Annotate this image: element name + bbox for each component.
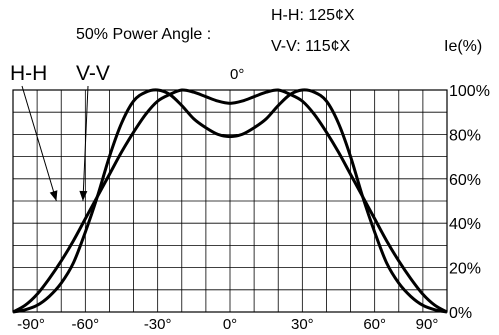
x-tick-label: -60° bbox=[71, 316, 99, 333]
x-tick-label: 30° bbox=[291, 316, 314, 333]
y-tick-label: 60% bbox=[449, 172, 481, 189]
y-tick-label: 40% bbox=[449, 216, 481, 233]
series-arrowhead-h-h bbox=[49, 190, 58, 201]
x-tick-label: 90° bbox=[416, 316, 439, 333]
series-arrowhead-v-v bbox=[79, 190, 88, 201]
series-label-v-v: V-V bbox=[76, 62, 110, 85]
x-tick-label: 0° bbox=[223, 316, 237, 333]
x-tick-label: 60° bbox=[363, 316, 386, 333]
x-tick-label: -90° bbox=[17, 316, 45, 333]
annotation-hh-angle: H-H: 125¢X bbox=[271, 7, 355, 24]
chart-title: 50% Power Angle : bbox=[76, 26, 211, 43]
annotation-vv-angle: V-V: 115¢X bbox=[271, 38, 350, 55]
grid-lines bbox=[13, 90, 447, 312]
series-leader-h-h bbox=[21, 85, 57, 202]
series-line-h-h bbox=[12, 88, 448, 314]
y-axis-label: Ie(%) bbox=[444, 38, 482, 55]
x-tick-labels: -90° -60° -30° 0° 30° 60° 90° bbox=[17, 316, 438, 333]
series-leader-v-v bbox=[82, 85, 89, 202]
series-line-v-v bbox=[12, 88, 448, 314]
y-tick-label: 80% bbox=[449, 127, 481, 144]
top-angle-label: 0° bbox=[230, 66, 244, 83]
y-tick-label: 100% bbox=[449, 83, 490, 100]
y-tick-label: 0% bbox=[449, 305, 472, 322]
plot-frame bbox=[12, 89, 448, 313]
series-layer bbox=[12, 88, 448, 314]
annotation-layer: H-H V-V bbox=[10, 62, 110, 202]
y-tick-labels: 0% 20% 40% 60% 80% 100% bbox=[449, 83, 490, 322]
series-label-h-h: H-H bbox=[10, 62, 47, 85]
x-tick-label: -30° bbox=[144, 316, 172, 333]
y-tick-label: 20% bbox=[449, 261, 481, 278]
